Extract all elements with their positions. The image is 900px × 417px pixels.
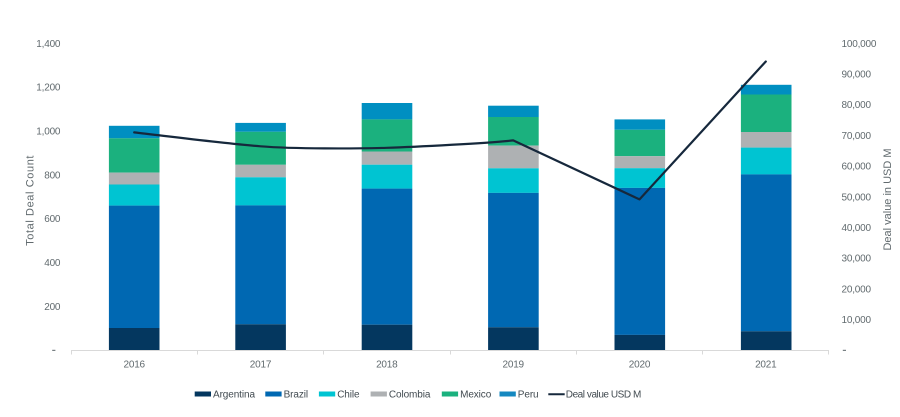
svg-text:800: 800 <box>44 170 61 181</box>
svg-text:Deal value in USD M: Deal value in USD M <box>882 148 894 250</box>
svg-text:Brazil: Brazil <box>284 390 308 401</box>
svg-text:2021: 2021 <box>755 360 777 371</box>
svg-text:600: 600 <box>44 214 61 225</box>
svg-text:2016: 2016 <box>123 360 145 371</box>
svg-text:Chile: Chile <box>337 390 360 401</box>
svg-text:Mexico: Mexico <box>460 390 492 401</box>
svg-text:Colombia: Colombia <box>389 390 431 401</box>
svg-text:Peru: Peru <box>518 390 539 401</box>
svg-text:100,000: 100,000 <box>842 39 877 50</box>
svg-text:50,000: 50,000 <box>842 192 872 203</box>
svg-text:2019: 2019 <box>502 360 524 371</box>
svg-text:1,000: 1,000 <box>36 127 61 138</box>
svg-text:400: 400 <box>44 258 61 269</box>
svg-text:60,000: 60,000 <box>842 162 872 173</box>
svg-text:Argentina: Argentina <box>213 390 255 401</box>
svg-text:90,000: 90,000 <box>842 70 872 81</box>
svg-text:Deal value USD M: Deal value USD M <box>566 390 641 401</box>
svg-text:70,000: 70,000 <box>842 131 872 142</box>
svg-text:1,400: 1,400 <box>36 39 61 50</box>
svg-text:80,000: 80,000 <box>842 100 872 111</box>
svg-text:40,000: 40,000 <box>842 223 872 234</box>
svg-text:200: 200 <box>44 302 61 313</box>
svg-text:20,000: 20,000 <box>842 284 872 295</box>
svg-text:Total Deal Count: Total Deal Count <box>24 155 36 246</box>
svg-text:2018: 2018 <box>376 360 398 371</box>
svg-text:1,200: 1,200 <box>36 83 61 94</box>
svg-text:2020: 2020 <box>629 360 651 371</box>
svg-text:30,000: 30,000 <box>842 254 872 265</box>
svg-text:10,000: 10,000 <box>842 315 872 326</box>
svg-text:2017: 2017 <box>250 360 272 371</box>
